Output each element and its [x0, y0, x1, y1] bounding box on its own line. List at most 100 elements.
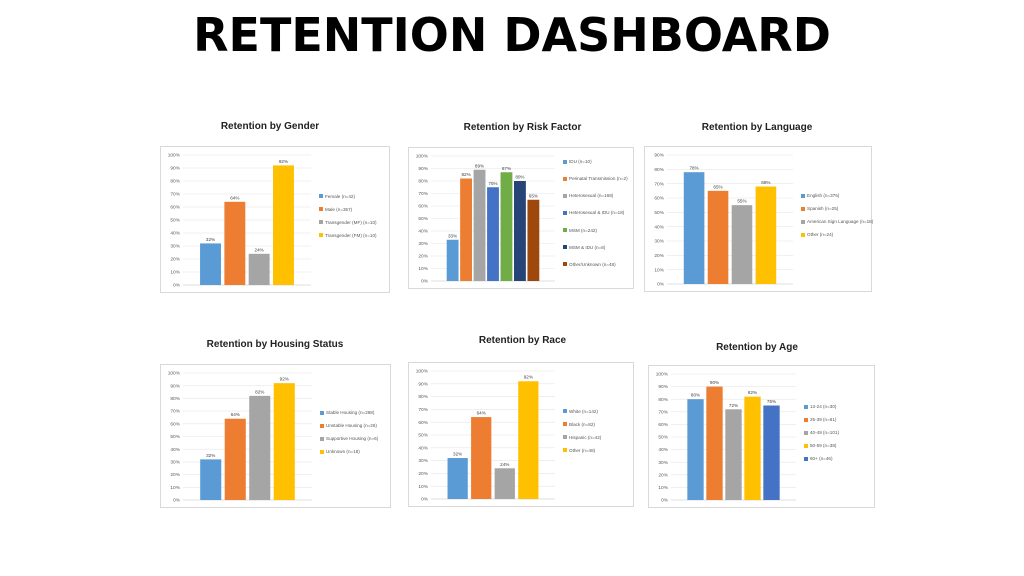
y-tick-label: 20% — [418, 254, 428, 260]
data-label: 82% — [748, 390, 757, 395]
legend-label: MSM (n=242) — [569, 227, 597, 233]
y-tick-label: 90% — [654, 153, 664, 159]
bar — [446, 239, 459, 281]
legend-item: American Sign Language (n=18) — [801, 219, 876, 225]
y-tick-label: 70% — [658, 409, 668, 415]
data-label: 55% — [737, 199, 746, 204]
legend-item: White (n=142) — [563, 409, 638, 415]
legend-item: 40-49 (n=101) — [804, 430, 879, 436]
y-tick-label: 0% — [421, 279, 429, 285]
y-tick-label: 80% — [418, 394, 428, 400]
chart-housing-status: 0% 10% 20% 30% 40% 50% 60% 70% 80% 90% 100% 32% 64% 8… — [160, 364, 391, 508]
legend-swatch — [563, 245, 567, 250]
legend-item: Other (n=48) — [563, 448, 638, 454]
data-label: 75% — [767, 399, 776, 404]
legend-item: Supportive Housing (n=6) — [320, 436, 395, 442]
data-label: 87% — [502, 166, 511, 171]
data-label: 64% — [477, 411, 486, 416]
y-tick-label: 10% — [170, 270, 180, 276]
y-tick-label: 20% — [170, 472, 180, 478]
legend-item: 25-39 (n=61) — [804, 417, 879, 423]
y-tick-label: 0% — [657, 282, 665, 288]
y-tick-label: 60% — [654, 196, 664, 202]
legend-swatch — [563, 422, 567, 426]
y-tick-label: 90% — [170, 166, 180, 172]
y-tick-label: 30% — [418, 458, 428, 464]
legend-swatch — [319, 194, 323, 198]
data-label: 80% — [691, 393, 700, 398]
legend-swatch — [563, 176, 567, 181]
page-title: RETENTION DASHBOARD — [193, 8, 831, 62]
legend-item: Stable Housing (n=268) — [320, 410, 395, 416]
data-label: 89% — [475, 163, 484, 168]
legend-label: Black (n=82) — [569, 421, 595, 427]
y-tick-label: 90% — [418, 381, 428, 387]
y-tick-label: 40% — [170, 231, 180, 237]
y-tick-label: 10% — [658, 485, 668, 491]
chart-legend: English (n=375) Spanish (n=25) American Si… — [801, 147, 873, 291]
bar — [706, 386, 723, 500]
legend-swatch — [320, 436, 324, 441]
legend-label: Other (n=24) — [807, 232, 834, 237]
legend-swatch — [563, 448, 567, 452]
chart-svg: 0% 10% 20% 30% 40% 50% 60% 70% 80% 90% 100% 32% 64% 2… — [168, 153, 311, 289]
data-label: 65% — [529, 193, 538, 198]
legend-swatch — [804, 404, 808, 409]
y-tick-label: 50% — [654, 210, 664, 216]
legend-item: Transgender (MF) (n=10) — [319, 220, 394, 226]
legend-swatch — [563, 193, 567, 198]
chart-legend: Stable Housing (n=268) Unstable Housing (… — [320, 365, 390, 507]
y-tick-label: 20% — [170, 257, 180, 263]
data-label: 33% — [448, 233, 457, 238]
y-tick-label: 50% — [418, 433, 428, 439]
data-label: 32% — [453, 452, 462, 457]
chart-race: 0% 10% 20% 30% 40% 50% 60% 70% 80% 90% 100% 32% 64% 2… — [408, 362, 634, 507]
y-tick-label: 20% — [654, 253, 664, 259]
legend-swatch — [319, 207, 323, 211]
legend-item: Heterosexual & IDU (n=18) — [563, 210, 638, 216]
legend-label: 50-59 (n=38) — [810, 443, 837, 448]
y-tick-label: 40% — [418, 229, 428, 235]
chart-title-age: Retention by Age — [716, 342, 798, 353]
chart-legend: IDU (n=10) Perinatal Transmission (n=2) He… — [563, 148, 633, 288]
legend-label: 13-24 (n=30) — [810, 404, 837, 409]
data-label: 64% — [231, 412, 240, 417]
legend-swatch — [804, 456, 808, 461]
data-label: 24% — [255, 247, 264, 252]
legend-label: Other/Unknown (n=48) — [569, 261, 616, 267]
legend-swatch — [801, 206, 805, 211]
chart-legend: 13-24 (n=30) 25-39 (n=61) 40-49 (n=101) 50-… — [804, 366, 874, 507]
bar — [460, 178, 472, 281]
bar — [224, 201, 246, 285]
bar — [200, 243, 221, 285]
legend-swatch — [563, 228, 567, 233]
legend-swatch — [801, 232, 805, 237]
legend-item: Male (n=357) — [319, 207, 394, 213]
y-tick-label: 100% — [168, 153, 181, 159]
chart-age: 0% 10% 20% 30% 40% 50% 60% 70% 80% 90% 100% 80% 90% 7… — [648, 365, 875, 508]
y-tick-label: 0% — [661, 498, 669, 504]
y-tick-label: 60% — [170, 421, 180, 427]
chart-language: 0% 10% 20% 30% 40% 50% 60% 70% 80% 90% 78% 65% 55% 68… — [644, 146, 873, 292]
legend-item: Other (n=24) — [801, 232, 876, 238]
legend-swatch — [563, 159, 567, 164]
y-tick-label: 30% — [170, 244, 180, 250]
y-tick-label: 70% — [418, 191, 428, 197]
legend-item: Transgender (FM) (n=10) — [319, 233, 394, 239]
legend-label: Female (n=42) — [325, 193, 356, 199]
legend-swatch — [320, 449, 324, 454]
data-label: 64% — [230, 195, 239, 200]
y-tick-label: 10% — [654, 267, 664, 273]
y-tick-label: 40% — [170, 447, 180, 453]
data-label: 92% — [279, 159, 288, 164]
data-label: 92% — [524, 375, 533, 380]
y-tick-label: 10% — [418, 266, 428, 272]
bar — [473, 169, 486, 281]
legend-label: American Sign Language (n=18) — [807, 219, 874, 224]
y-tick-label: 50% — [170, 434, 180, 440]
legend-label: Stable Housing (n=268) — [326, 410, 375, 415]
data-label: 32% — [206, 453, 215, 458]
bar — [687, 399, 704, 500]
bar — [273, 165, 294, 285]
legend-swatch — [804, 443, 808, 448]
